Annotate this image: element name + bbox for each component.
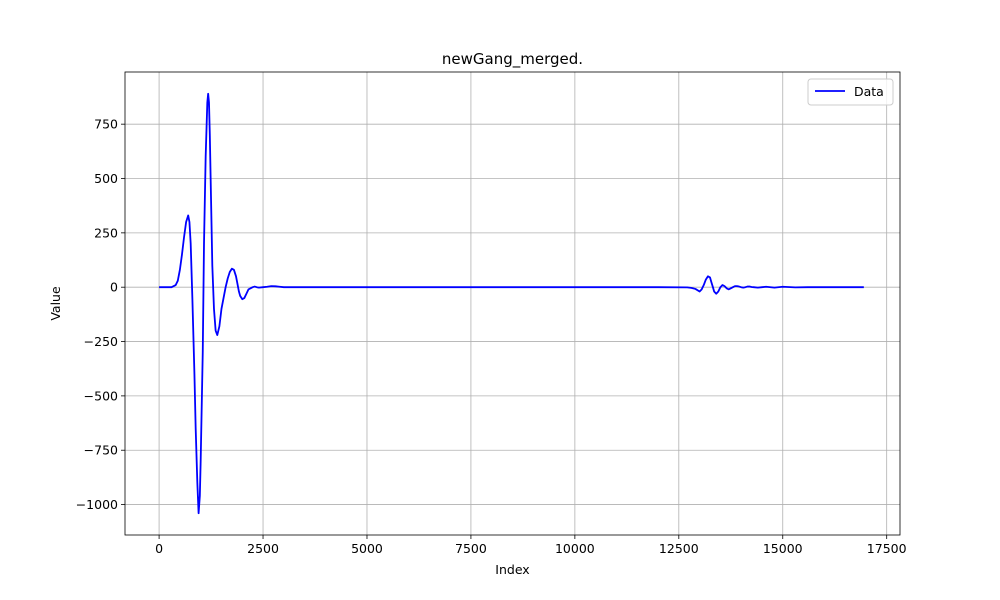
y-tick-label: −1000: [76, 497, 118, 512]
y-tick-label: −750: [84, 443, 118, 458]
x-axis-label: Index: [495, 562, 529, 577]
y-tick-label: −250: [84, 334, 118, 349]
x-tick-label: 0: [155, 541, 163, 556]
chart-title: newGang_merged.: [442, 50, 583, 69]
legend: Data: [807, 78, 894, 106]
legend-box: [807, 78, 894, 106]
ticks: 0 2500 5000 7500 10000 12500 15000 17500−1000−7…: [76, 117, 907, 556]
x-tick-label: 2500: [247, 541, 279, 556]
grid: [125, 72, 900, 535]
y-axis-label: Value: [48, 286, 63, 321]
y-tick-label: 0: [110, 280, 118, 295]
plot-frame: [124, 71, 901, 536]
series-layer: [159, 92, 864, 515]
x-tick-label: 10000: [555, 541, 595, 556]
y-tick-label: −500: [84, 388, 118, 403]
y-tick-label: 750: [94, 117, 118, 132]
x-tick-label: 12500: [659, 541, 699, 556]
x-tick-label: 15000: [763, 541, 803, 556]
series-line-data: [159, 92, 864, 515]
x-tick-label: 17500: [867, 541, 907, 556]
legend-entry-data: Data: [854, 84, 884, 99]
x-tick-label: 5000: [351, 541, 383, 556]
y-tick-label: 250: [94, 225, 118, 240]
x-tick-label: 7500: [455, 541, 487, 556]
y-tick-label: 500: [94, 171, 118, 186]
